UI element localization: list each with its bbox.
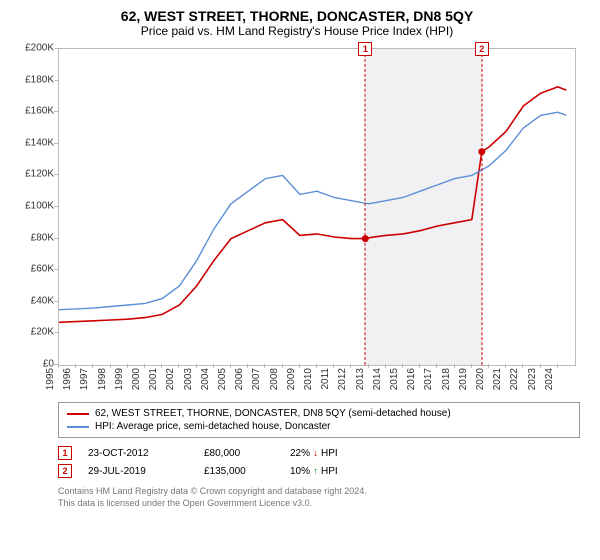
x-tick-mark: [299, 364, 300, 368]
x-tick-mark: [316, 364, 317, 368]
marker-line-1: [365, 49, 366, 365]
transactions-table: 1 23-OCT-2012 £80,000 22%↓HPI 2 29-JUL-2019 £1…: [58, 444, 580, 480]
footer-line-2: This data is licensed under the Open Gov…: [58, 498, 580, 510]
x-tick-mark: [436, 364, 437, 368]
arrow-up-icon: ↑: [313, 466, 318, 477]
y-tick-mark: [54, 301, 58, 302]
x-tick-mark: [161, 364, 162, 368]
y-tick-label: £40K: [14, 295, 54, 306]
transaction-marker-box: 2: [58, 464, 72, 478]
transaction-pct: 22%↓HPI: [290, 448, 338, 459]
x-tick-mark: [350, 364, 351, 368]
y-tick-mark: [54, 143, 58, 144]
transaction-price: £80,000: [204, 448, 274, 459]
y-tick-label: £180K: [14, 74, 54, 85]
x-tick-mark: [505, 364, 506, 368]
x-tick-mark: [402, 364, 403, 368]
y-tick-label: £140K: [14, 137, 54, 148]
transaction-pct: 10%↑HPI: [290, 466, 338, 477]
footer-text: Contains HM Land Registry data © Crown c…: [58, 486, 580, 509]
x-tick-mark: [247, 364, 248, 368]
transaction-pct-value: 22%: [290, 448, 310, 459]
x-tick-mark: [110, 364, 111, 368]
x-tick-mark: [178, 364, 179, 368]
transaction-marker-box: 1: [58, 446, 72, 460]
y-tick-mark: [54, 174, 58, 175]
y-tick-mark: [54, 238, 58, 239]
x-tick-mark: [419, 364, 420, 368]
legend-row-0: 62, WEST STREET, THORNE, DONCASTER, DN8 …: [67, 407, 571, 420]
x-tick-mark: [522, 364, 523, 368]
marker-box-1: 1: [358, 42, 372, 56]
x-tick-mark: [213, 364, 214, 368]
x-tick-mark: [75, 364, 76, 368]
marker-box-2: 2: [475, 42, 489, 56]
x-tick-mark: [264, 364, 265, 368]
chart-title: 62, WEST STREET, THORNE, DONCASTER, DN8 …: [14, 8, 580, 24]
transaction-row-0: 1 23-OCT-2012 £80,000 22%↓HPI: [58, 444, 580, 462]
y-tick-label: £120K: [14, 169, 54, 180]
x-tick-mark: [58, 364, 59, 368]
chart-subtitle: Price paid vs. HM Land Registry's House …: [14, 24, 580, 38]
x-tick-mark: [127, 364, 128, 368]
y-tick-label: £160K: [14, 106, 54, 117]
x-tick-mark: [454, 364, 455, 368]
legend-label: HPI: Average price, semi-detached house,…: [95, 421, 331, 432]
transaction-date: 23-OCT-2012: [88, 448, 188, 459]
y-tick-mark: [54, 80, 58, 81]
chart-container: 62, WEST STREET, THORNE, DONCASTER, DN8 …: [0, 0, 600, 560]
x-tick-mark: [282, 364, 283, 368]
chart-lines: [59, 49, 575, 365]
y-tick-label: £80K: [14, 232, 54, 243]
transaction-row-1: 2 29-JUL-2019 £135,000 10%↑HPI: [58, 462, 580, 480]
x-tick-mark: [144, 364, 145, 368]
marker-line-2: [481, 49, 482, 365]
x-tick-mark: [92, 364, 93, 368]
x-tick-mark: [557, 364, 558, 368]
series-line-1: [59, 112, 566, 310]
y-tick-label: £60K: [14, 264, 54, 275]
transaction-suffix: HPI: [321, 466, 338, 477]
chart-area: 12 £0£20K£40K£60K£80K£100K£120K£140K£160…: [14, 44, 580, 394]
y-tick-mark: [54, 332, 58, 333]
transaction-pct-value: 10%: [290, 466, 310, 477]
x-tick-mark: [196, 364, 197, 368]
y-tick-label: £20K: [14, 327, 54, 338]
legend-label: 62, WEST STREET, THORNE, DONCASTER, DN8 …: [95, 408, 451, 419]
y-tick-mark: [54, 206, 58, 207]
transaction-price: £135,000: [204, 466, 274, 477]
x-tick-mark: [333, 364, 334, 368]
arrow-down-icon: ↓: [313, 448, 318, 459]
x-tick-mark: [471, 364, 472, 368]
x-tick-mark: [230, 364, 231, 368]
y-tick-label: £100K: [14, 201, 54, 212]
y-tick-label: £200K: [14, 43, 54, 54]
x-tick-mark: [488, 364, 489, 368]
footer-line-1: Contains HM Land Registry data © Crown c…: [58, 486, 580, 498]
x-tick-mark: [540, 364, 541, 368]
y-tick-mark: [54, 111, 58, 112]
y-tick-mark: [54, 48, 58, 49]
legend-row-1: HPI: Average price, semi-detached house,…: [67, 420, 571, 433]
legend-series-box: 62, WEST STREET, THORNE, DONCASTER, DN8 …: [58, 402, 580, 438]
legend-swatch: [67, 413, 89, 415]
x-tick-mark: [385, 364, 386, 368]
x-tick-mark: [368, 364, 369, 368]
transaction-date: 29-JUL-2019: [88, 466, 188, 477]
series-line-0: [59, 87, 566, 322]
transaction-suffix: HPI: [321, 448, 338, 459]
legend-swatch: [67, 426, 89, 428]
x-tick-label: 2024: [544, 368, 570, 390]
y-tick-mark: [54, 269, 58, 270]
plot-region: 12: [58, 48, 576, 366]
